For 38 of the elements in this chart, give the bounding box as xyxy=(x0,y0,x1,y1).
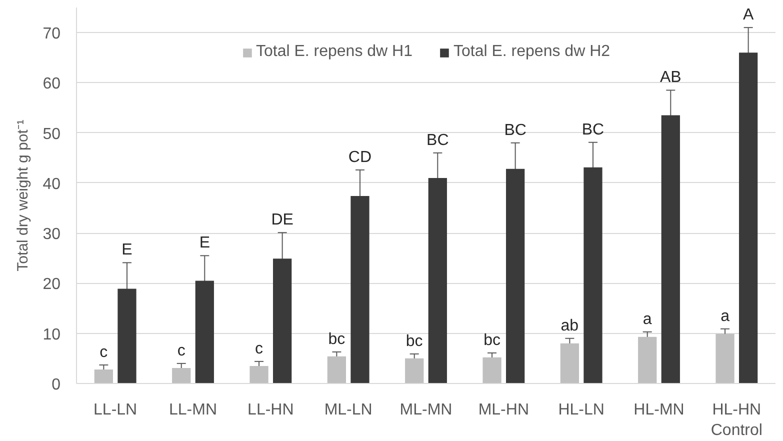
y-tick-label: 20 xyxy=(42,276,61,294)
legend-label: Total E. repens dw H2 xyxy=(454,43,610,61)
data-label: BC xyxy=(504,122,526,139)
x-tick-label: HL-HN Control xyxy=(710,402,762,439)
data-label: c xyxy=(255,340,264,358)
data-label: bc xyxy=(328,330,346,348)
data-label: AB xyxy=(660,69,682,86)
data-label: BC xyxy=(582,121,604,138)
x-tick-label: ML-MN xyxy=(400,402,452,418)
y-tick-label: 70 xyxy=(42,26,61,43)
y-tick-label: 50 xyxy=(42,126,61,143)
x-tick-label: LL-LN xyxy=(94,402,138,418)
data-label: c xyxy=(177,342,186,360)
data-label: c xyxy=(100,344,108,361)
data-label: CD xyxy=(348,148,372,166)
legend-label: Total E. repens dw H1 xyxy=(256,43,412,61)
data-label: BC xyxy=(426,132,449,149)
data-label: bc xyxy=(406,332,423,350)
x-tick-label: LL-MN xyxy=(168,402,218,418)
data-label: E xyxy=(199,234,210,252)
y-tick-label: 60 xyxy=(42,76,61,93)
data-label: ab xyxy=(560,317,579,334)
data-label: bc xyxy=(484,332,500,349)
y-tick-label: 40 xyxy=(42,176,61,193)
y-tick-label: 10 xyxy=(42,326,61,344)
x-tick-label: ML-HN xyxy=(478,402,530,418)
x-tick-label: HL-LN xyxy=(558,402,604,418)
x-tick-label: HL-MN xyxy=(634,402,684,418)
data-label: DE xyxy=(271,212,294,229)
x-tick-label: ML-LN xyxy=(324,402,372,418)
y-tick-label: 30 xyxy=(42,226,61,244)
data-label: A xyxy=(742,6,754,24)
data-label: a xyxy=(720,308,730,325)
y-tick-label: 0 xyxy=(52,376,61,394)
data-label: a xyxy=(642,310,652,328)
data-label: E xyxy=(122,242,132,259)
y-axis-title: Total dry weight g pot⁻¹ xyxy=(14,120,32,272)
x-tick-label: LL-HN xyxy=(248,402,294,418)
